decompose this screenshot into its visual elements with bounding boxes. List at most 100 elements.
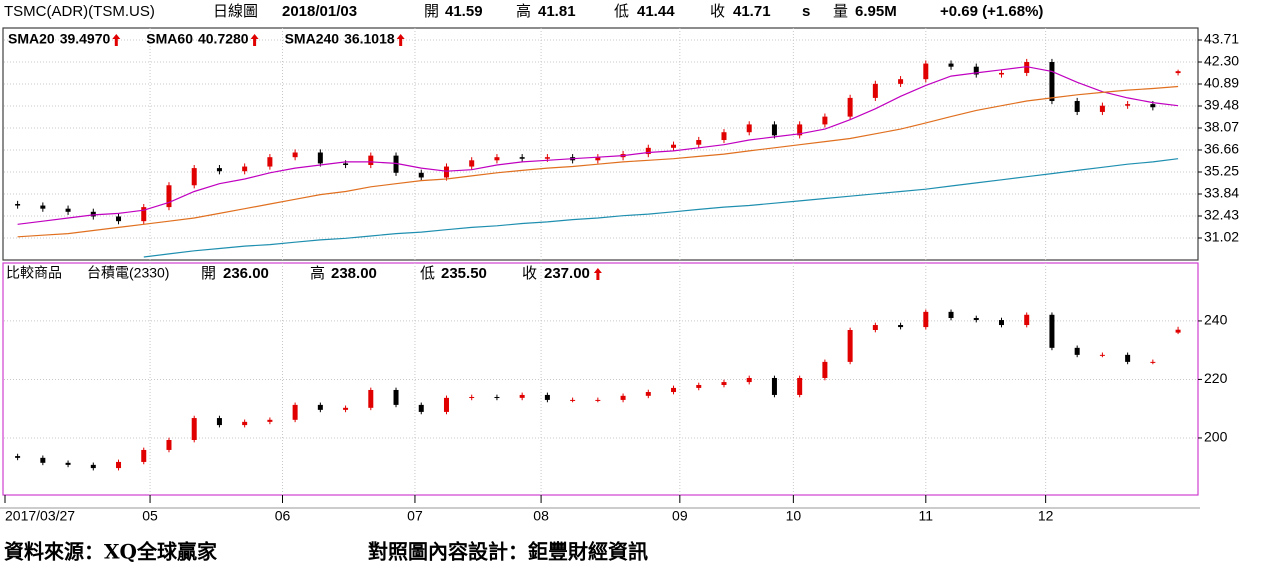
candle-body (1150, 104, 1156, 108)
candle-body (898, 79, 904, 84)
candle-body (1125, 354, 1131, 362)
candle-body (15, 456, 21, 458)
candle-body (494, 157, 500, 161)
candle-body (393, 155, 399, 173)
up-arrow (250, 34, 259, 46)
candle-body (116, 216, 122, 222)
candle-body (898, 325, 904, 328)
volume-name: 量 (833, 3, 848, 20)
quote-value: 237.00 (544, 265, 590, 282)
candle-body (544, 394, 550, 400)
candle-body (923, 311, 929, 328)
quote-value: 41.44 (637, 3, 675, 20)
symbol: TSMC(ADR)(TSM.US) (4, 3, 155, 20)
candle-body (1074, 101, 1080, 112)
quote-name: 收 (710, 3, 725, 20)
candle-body (393, 389, 399, 405)
candle-body (15, 203, 21, 206)
candle-body (216, 418, 222, 426)
legend-value: 40.7280 (198, 31, 249, 47)
candle-body (519, 157, 525, 159)
candle-body (418, 172, 424, 178)
candle-body (292, 152, 298, 158)
y-tick-label: 38.07 (1204, 119, 1239, 135)
candle-body (872, 325, 878, 330)
panel-name: 台積電(2330) (87, 265, 169, 281)
candle-body (267, 157, 273, 167)
candle-body (696, 140, 702, 145)
y-tick-label: 40.89 (1204, 75, 1239, 91)
quote-name: 高 (310, 265, 325, 282)
candle-body (620, 395, 626, 400)
candle-body (671, 144, 677, 148)
candle-body (418, 404, 424, 412)
y-tick-label: 33.84 (1204, 185, 1239, 201)
candle-body (721, 382, 727, 385)
candle-body (998, 72, 1004, 75)
candle-body (771, 124, 777, 136)
candle-body (973, 318, 979, 321)
legend-name: SMA20 (8, 31, 55, 47)
candle-body (544, 157, 550, 159)
candle-body (822, 116, 828, 125)
candle-body (141, 207, 147, 222)
x-tick-label: 07 (407, 508, 423, 524)
candle-body (1175, 71, 1181, 74)
legend-name: SMA60 (146, 31, 193, 47)
period: 日線圖 (213, 3, 258, 20)
flag: s (802, 3, 810, 20)
x-tick-label: 05 (142, 508, 158, 524)
candle-body (721, 132, 727, 141)
candle-body (242, 166, 248, 172)
quote-name: 收 (522, 265, 537, 282)
candle-body (216, 168, 222, 172)
up-arrow (112, 34, 121, 46)
candle-body (65, 208, 71, 212)
candle-body (847, 97, 853, 117)
candle-body (746, 377, 752, 383)
candle-body (267, 419, 273, 422)
candle-body (494, 396, 500, 398)
x-tick-label: 08 (533, 508, 549, 524)
candle-body (923, 63, 929, 80)
y-tick-label: 200 (1204, 429, 1228, 445)
candle-body (469, 160, 475, 167)
candle-body (40, 457, 46, 463)
quote-name: 低 (614, 3, 629, 20)
legend-name: SMA240 (285, 31, 340, 47)
x-tick-label: 12 (1038, 508, 1054, 524)
quote-value: 235.50 (441, 265, 487, 282)
legend-value: 36.1018 (344, 31, 395, 47)
candle-body (696, 384, 702, 388)
quote-value: 236.00 (223, 265, 269, 282)
candle-body (166, 185, 172, 208)
candle-body (1175, 329, 1181, 333)
up-arrow (593, 268, 602, 280)
candle-body (998, 320, 1004, 326)
candle-body (443, 397, 449, 412)
x-tick-label: 10 (786, 508, 802, 524)
candle-body (343, 407, 349, 410)
y-tick-label: 35.25 (1204, 163, 1239, 179)
y-tick-label: 42.30 (1204, 53, 1239, 69)
y-tick-label: 240 (1204, 312, 1228, 328)
change: +0.69 (+1.68%) (940, 3, 1043, 20)
candle-body (570, 399, 576, 401)
candle-body (469, 396, 475, 398)
panel-title: 比較商品 (6, 265, 62, 281)
candle-body (1125, 104, 1131, 106)
candle-body (948, 311, 954, 319)
candle-body (90, 211, 96, 217)
up-arrow (396, 34, 405, 46)
candle-body (797, 124, 803, 136)
candle-body (1099, 105, 1105, 112)
candle-body (368, 155, 374, 165)
candle-body (595, 157, 601, 161)
candle-body (191, 168, 197, 186)
candle-body (40, 205, 46, 209)
x-tick-label: 11 (919, 508, 934, 524)
x-tick-label: 09 (672, 508, 688, 524)
quote-name: 高 (516, 3, 531, 20)
quote-value: 41.71 (733, 3, 771, 20)
